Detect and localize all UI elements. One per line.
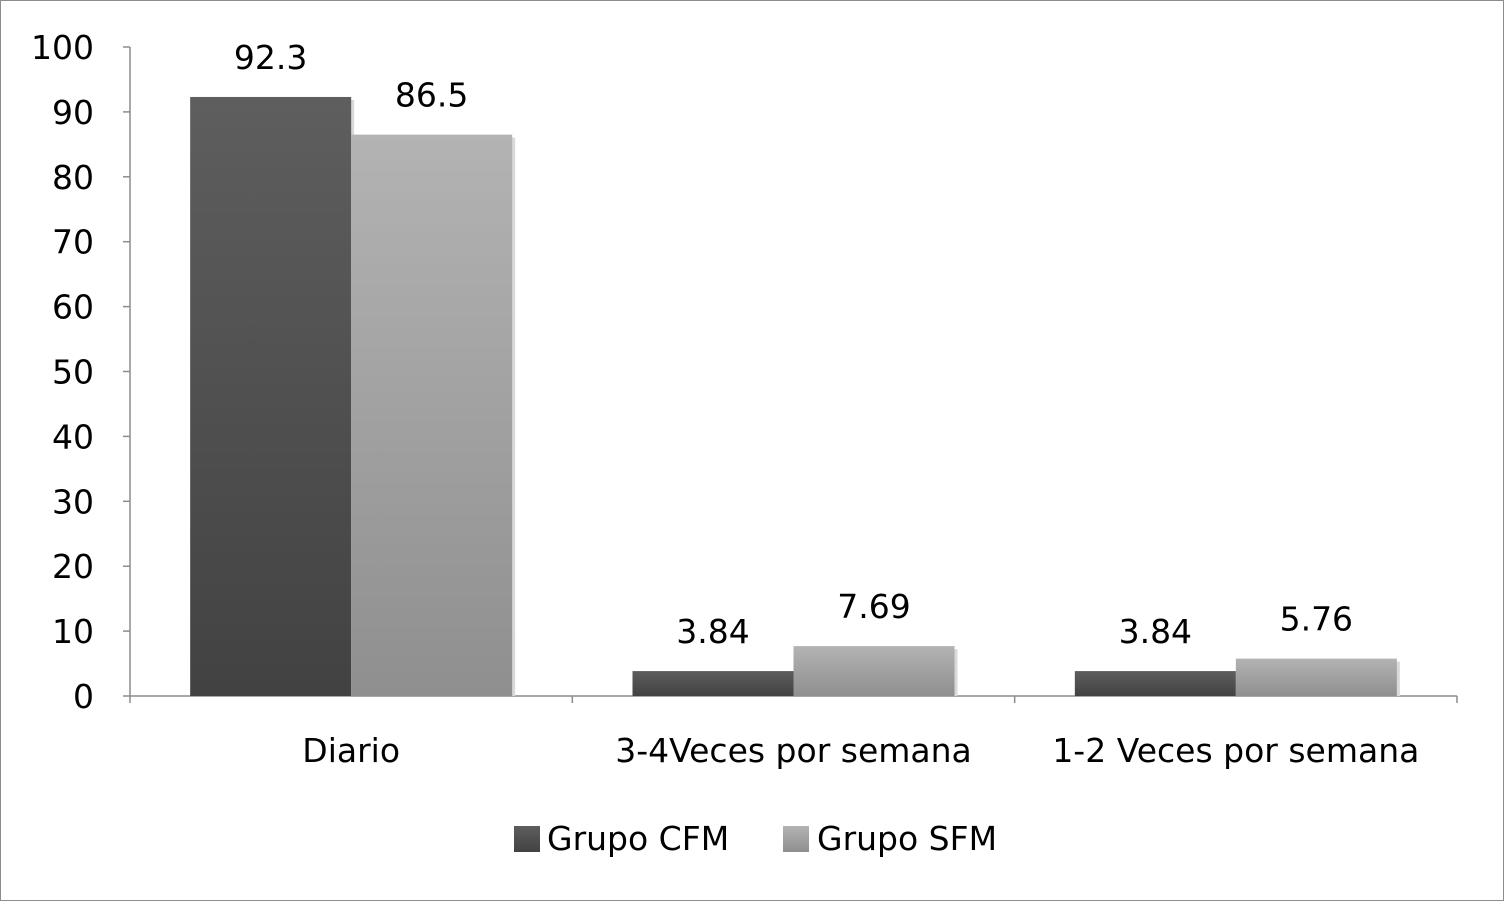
y-tick-label: 50 xyxy=(52,353,94,392)
y-tick-label: 20 xyxy=(52,547,94,586)
bar-grupo-sfm xyxy=(1235,658,1397,696)
y-axis: 0 10 20 30 40 50 60 70 80 90 100 xyxy=(31,28,131,716)
bar-grupo-sfm xyxy=(351,134,513,697)
y-tick-label: 100 xyxy=(31,28,94,67)
y-tick-label: 40 xyxy=(52,417,94,456)
data-label: 3.84 xyxy=(676,612,749,651)
y-tick-label: 80 xyxy=(52,158,94,197)
legend-label: Grupo CFM xyxy=(547,819,729,858)
data-label: 92.3 xyxy=(234,38,307,77)
x-category-label: 3-4Veces por semana xyxy=(615,731,972,770)
y-tick-label: 70 xyxy=(52,223,94,262)
legend-label: Grupo SFM xyxy=(817,819,997,858)
legend: Grupo CFM Grupo SFM xyxy=(514,819,997,858)
data-label: 7.69 xyxy=(837,587,910,626)
legend-swatch-grupo-sfm xyxy=(783,826,809,852)
bar-grupo-cfm xyxy=(1074,671,1236,696)
bar-grupo-cfm xyxy=(632,671,794,696)
x-axis: Diario 3-4Veces por semana 1-2 Veces por s… xyxy=(129,695,1458,770)
x-category-label: 1-2 Veces por semana xyxy=(1052,731,1419,770)
data-labels: 92.3 3.84 3.84 86.5 7.69 5.76 xyxy=(234,38,1353,651)
y-tick-label: 90 xyxy=(52,93,94,132)
legend-swatch-grupo-cfm xyxy=(514,826,540,852)
y-tick-label: 60 xyxy=(52,288,94,327)
x-category-label: Diario xyxy=(302,731,400,770)
y-tick-label: 10 xyxy=(52,612,94,651)
data-label: 86.5 xyxy=(395,76,468,115)
bars xyxy=(190,96,1400,697)
bar-grupo-cfm xyxy=(190,96,352,696)
data-label: 3.84 xyxy=(1119,612,1192,651)
data-label: 5.76 xyxy=(1280,600,1353,639)
y-tick-label: 30 xyxy=(52,482,94,521)
y-tick-label: 0 xyxy=(73,677,94,716)
bar-grupo-sfm xyxy=(793,646,955,696)
